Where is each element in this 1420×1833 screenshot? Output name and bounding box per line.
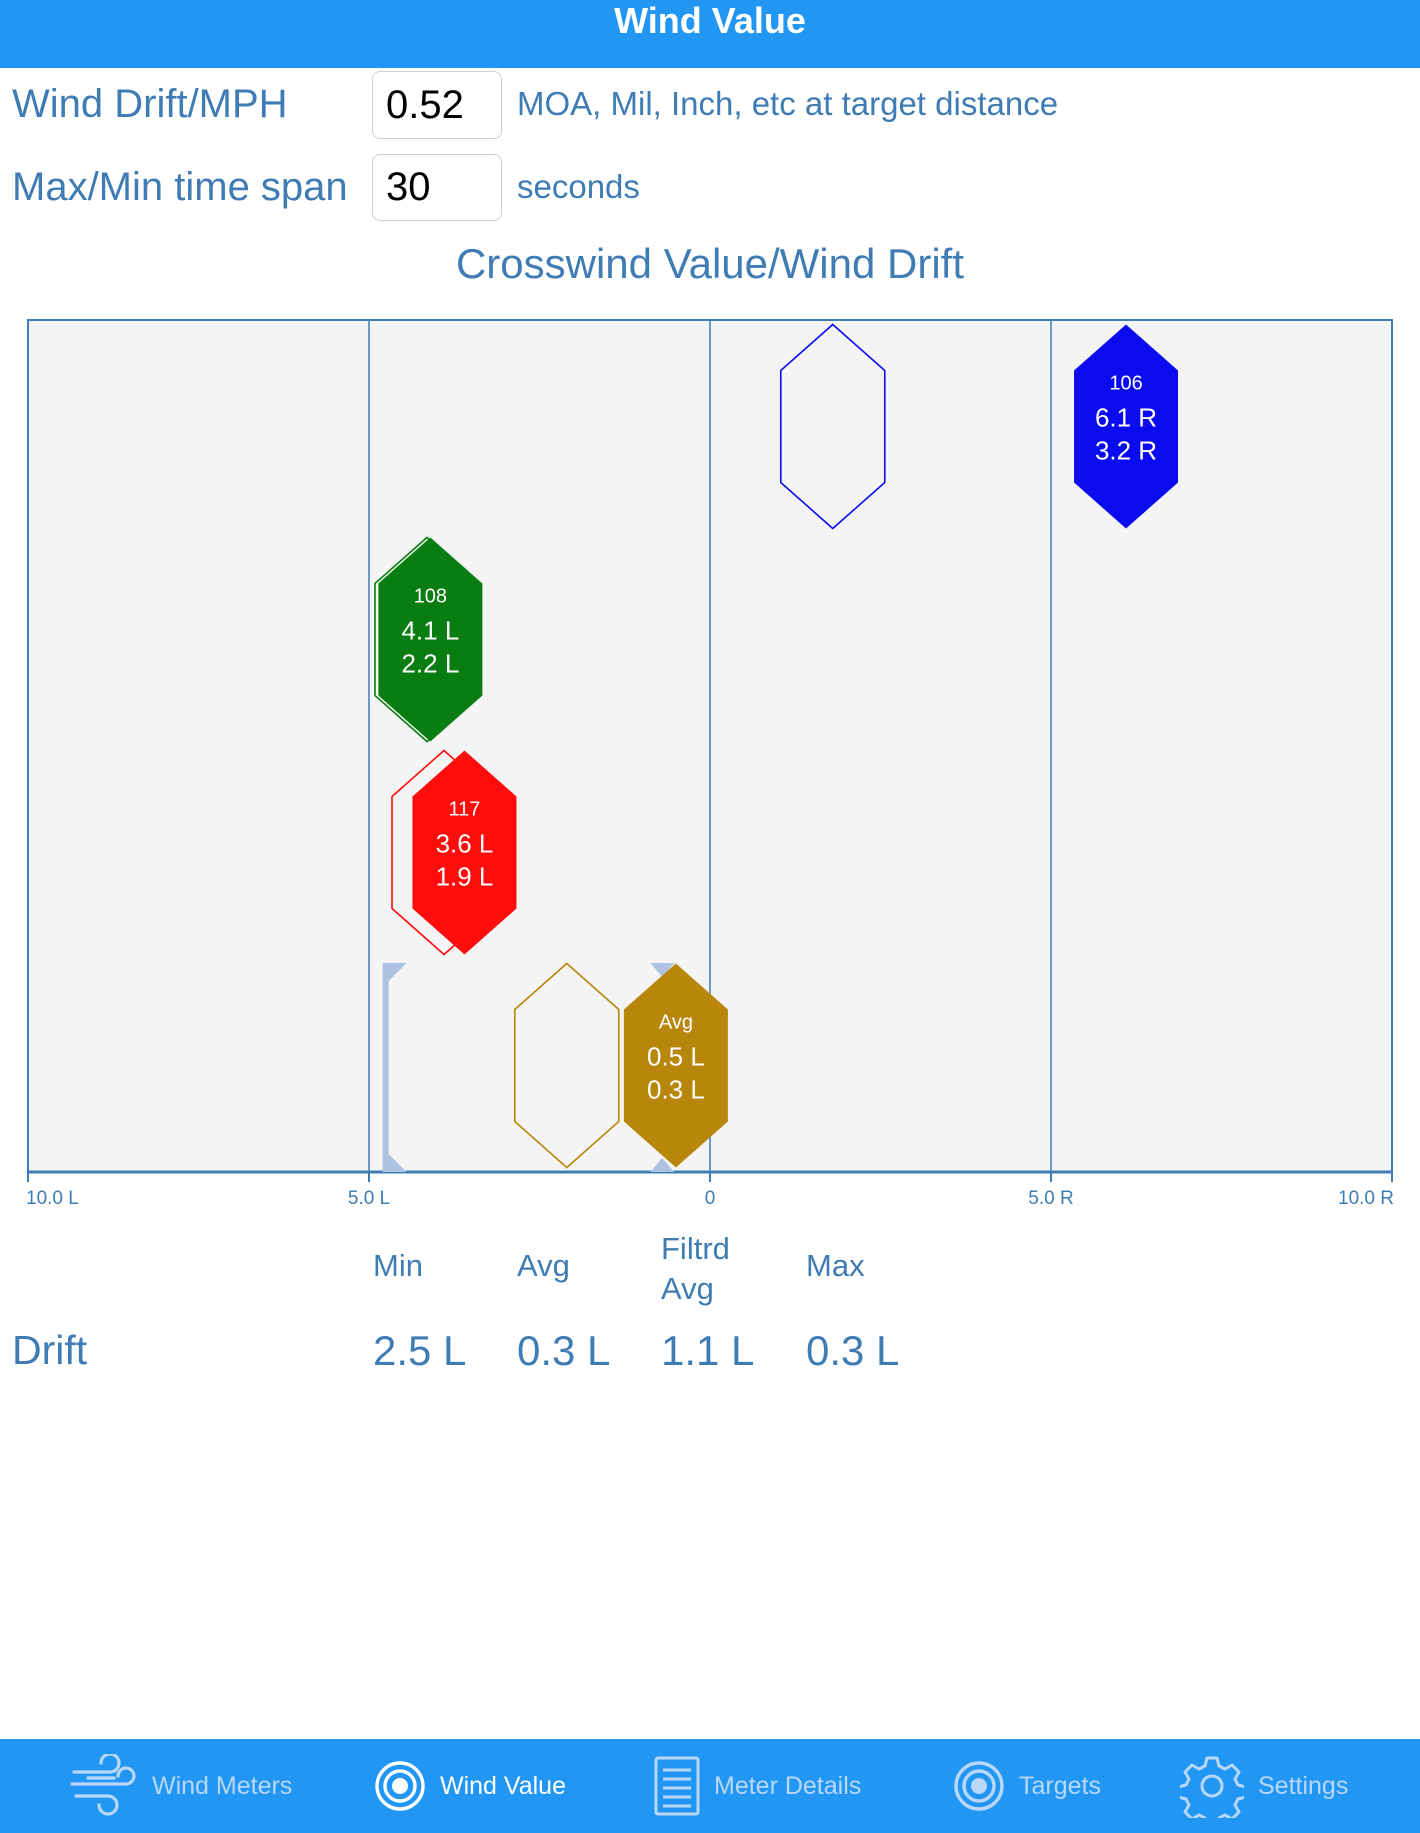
- marker-id-label: Avg: [659, 1012, 693, 1034]
- drift-row-label: Drift: [12, 1327, 88, 1373]
- drift-max-value: 0.3 L: [806, 1327, 900, 1374]
- title-bar: Wind Value: [0, 0, 1420, 68]
- time-span-input[interactable]: [372, 154, 502, 221]
- tab-wind-value-label: Wind Value: [440, 1771, 566, 1800]
- marker-value-label: 3.6 L: [436, 829, 494, 859]
- list-icon: [654, 1756, 700, 1816]
- marker-value-label: 6.1 R: [1095, 403, 1157, 433]
- tab-meter-details[interactable]: Meter Details: [654, 1739, 861, 1833]
- x-tick-label: 5.0 R: [1028, 1188, 1073, 1209]
- marker-id-label: 108: [414, 586, 447, 608]
- marker-value-label: 4.1 L: [401, 616, 459, 646]
- marker-drift-label: 1.9 L: [436, 862, 494, 892]
- column-head-filtered-avg: Filtrd Avg: [661, 1231, 730, 1306]
- tab-meter-details-label: Meter Details: [714, 1771, 862, 1800]
- marker-drift-label: 0.3 L: [647, 1075, 705, 1105]
- tab-targets-label: Targets: [1019, 1771, 1101, 1800]
- x-tick-label: 0: [705, 1188, 716, 1209]
- crosswind-chart: 10.0 L 5.0 L 0 5.0 R 10.0 R 106 6.1 R3.2 R 108 4…: [26, 319, 1394, 1209]
- page-title: Wind Value: [614, 0, 806, 41]
- column-head-max: Max: [806, 1248, 865, 1283]
- x-tick-label: 10.0 L: [26, 1188, 79, 1209]
- drift-avg-value: 0.3 L: [517, 1327, 611, 1374]
- x-tick-label: 5.0 L: [348, 1188, 390, 1209]
- drift-min-value: 2.5 L: [373, 1327, 467, 1374]
- value-marker[interactable]: [378, 537, 483, 742]
- wind-drift-label: Wind Drift/MPH: [12, 82, 288, 126]
- chart-title: Crosswind Value/Wind Drift: [455, 240, 965, 287]
- time-span-label: Max/Min time span: [12, 165, 348, 209]
- gear-icon: [1180, 1756, 1244, 1818]
- column-head-min: Min: [373, 1248, 423, 1283]
- marker-drift-label: 2.2 L: [401, 649, 459, 679]
- value-marker[interactable]: [412, 750, 517, 955]
- tab-settings[interactable]: Settings: [1180, 1739, 1348, 1833]
- wind-drift-hint: MOA, Mil, Inch, etc at target distance: [517, 85, 1059, 122]
- tab-settings-label: Settings: [1258, 1771, 1349, 1800]
- range-min-bracket: [382, 963, 407, 1172]
- outline-marker: [779, 323, 886, 530]
- value-marker[interactable]: [1074, 324, 1179, 529]
- marker-value-label: 0.5 L: [647, 1042, 705, 1072]
- drift-filtered-avg-value: 1.1 L: [661, 1327, 755, 1374]
- column-head-avg: Avg: [517, 1248, 570, 1283]
- target-icon: [954, 1761, 1004, 1811]
- marker-id-label: 106: [1109, 373, 1142, 395]
- wind-drift-input[interactable]: [372, 71, 502, 139]
- wind-icon: [70, 1754, 136, 1816]
- tab-wind-value[interactable]: Wind Value: [374, 1739, 566, 1833]
- tab-wind-meters[interactable]: Wind Meters: [68, 1739, 292, 1833]
- tab-wind-meters-label: Wind Meters: [152, 1771, 293, 1800]
- marker-id-label: 117: [449, 799, 481, 821]
- value-marker[interactable]: [623, 963, 728, 1168]
- marker-drift-label: 3.2 R: [1095, 436, 1157, 466]
- tab-bar: Wind Meters Wind Value Meter Details Tar…: [0, 1739, 1420, 1833]
- outline-marker: [513, 962, 620, 1169]
- target-icon: [375, 1761, 425, 1811]
- tab-targets[interactable]: Targets: [953, 1739, 1101, 1833]
- x-tick-label: 10.0 R: [1338, 1188, 1394, 1209]
- time-span-hint: seconds: [517, 168, 640, 205]
